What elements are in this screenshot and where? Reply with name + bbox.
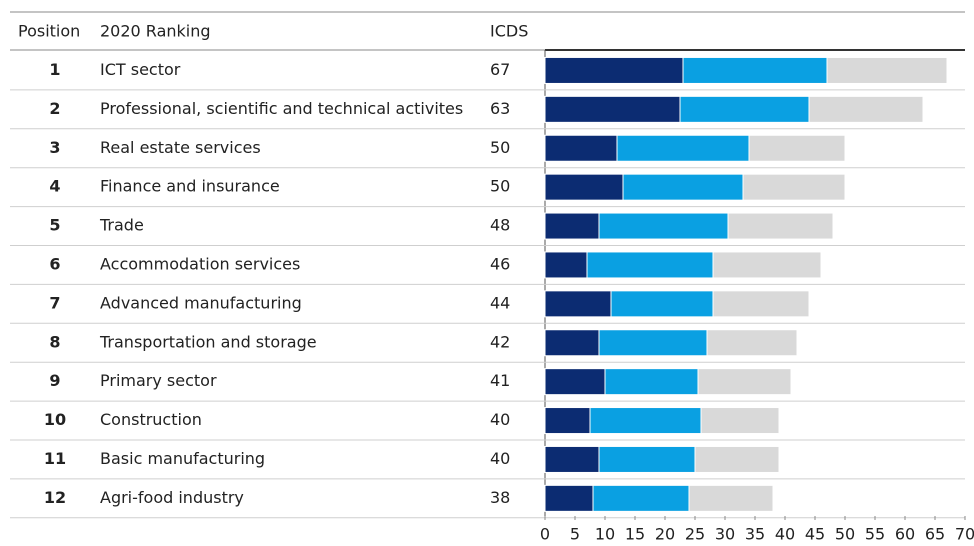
bar-segment (826, 56, 948, 84)
bar-segment (589, 407, 702, 435)
icds-value: 50 (490, 177, 510, 196)
position: 12 (44, 488, 66, 507)
x-tick-label: 10 (595, 525, 615, 544)
bar-segment (544, 368, 606, 396)
bar-segment (544, 95, 681, 123)
column-header: ICDS (490, 22, 528, 41)
icds-value: 46 (490, 254, 510, 273)
column-header: Position (18, 22, 80, 41)
category-label: Accommodation services (100, 254, 300, 273)
position: 11 (44, 449, 66, 468)
category-label: Real estate services (100, 138, 261, 157)
position: 2 (49, 99, 60, 118)
bar-segment (748, 134, 846, 162)
position: 6 (49, 254, 60, 273)
bar-segment (742, 173, 846, 201)
x-tick-label: 65 (925, 525, 945, 544)
bar-segment (598, 212, 729, 240)
icds-value: 41 (490, 371, 510, 390)
category-label: Agri-food industry (100, 488, 244, 507)
category-label: Transportation and storage (99, 332, 317, 351)
bar-segment (700, 407, 780, 435)
bar-segment (544, 56, 684, 84)
bar-segment (808, 95, 924, 123)
category-label: ICT sector (100, 60, 181, 79)
icds-value: 63 (490, 99, 510, 118)
icds-value: 40 (490, 410, 510, 429)
category-label: Trade (99, 216, 144, 235)
bar-segment (712, 251, 822, 279)
bar-segment (544, 445, 600, 473)
bar-segment (706, 329, 798, 357)
category-label: Advanced manufacturing (100, 293, 302, 312)
category-label: Basic manufacturing (100, 449, 265, 468)
bar-segment (688, 484, 774, 512)
icds-value: 38 (490, 488, 510, 507)
x-tick-label: 0 (540, 525, 550, 544)
position: 8 (49, 332, 60, 351)
position: 9 (49, 371, 60, 390)
bar-segment (712, 290, 810, 318)
bar-segment (679, 95, 810, 123)
bar-segment (592, 484, 690, 512)
category-label: Primary sector (100, 371, 217, 390)
icds-value: 44 (490, 293, 510, 312)
bar-segment (544, 251, 588, 279)
bar-segment (694, 445, 780, 473)
x-tick-label: 20 (655, 525, 675, 544)
bar-segment (598, 445, 696, 473)
icds-value: 40 (490, 449, 510, 468)
bar-segment (682, 56, 828, 84)
position: 5 (49, 216, 60, 235)
bar-segment (544, 484, 594, 512)
category-label: Construction (100, 410, 202, 429)
bar-segment (544, 407, 591, 435)
icds-value: 48 (490, 216, 510, 235)
bar-segment (616, 134, 750, 162)
column-header: 2020 Ranking (100, 22, 211, 41)
bar-segment (610, 290, 714, 318)
position: 10 (44, 410, 66, 429)
bar-segment (697, 368, 792, 396)
bar-segment (727, 212, 834, 240)
x-tick-label: 70 (955, 525, 974, 544)
position: 4 (49, 177, 60, 196)
x-tick-label: 50 (835, 525, 855, 544)
x-tick-label: 30 (715, 525, 735, 544)
icds-value: 67 (490, 60, 510, 79)
bar-segment (622, 173, 744, 201)
position: 3 (49, 138, 60, 157)
category-label: Finance and insurance (100, 177, 280, 196)
x-tick-label: 45 (805, 525, 825, 544)
icds-value: 42 (490, 332, 510, 351)
x-tick-label: 15 (625, 525, 645, 544)
x-tick-label: 60 (895, 525, 915, 544)
bar-segment (544, 212, 600, 240)
position: 1 (49, 60, 60, 79)
x-tick-label: 40 (775, 525, 795, 544)
bar-segment (544, 329, 600, 357)
bar-segment (544, 290, 612, 318)
bar-segment (544, 134, 618, 162)
x-tick-label: 35 (745, 525, 765, 544)
bar-segment (544, 173, 624, 201)
bar-segment (586, 251, 714, 279)
bar-segment (604, 368, 699, 396)
position: 7 (49, 293, 60, 312)
category-label: Professional, scientific and technical a… (100, 99, 463, 118)
bar-segment (598, 329, 708, 357)
icds-value: 50 (490, 138, 510, 157)
x-tick-label: 25 (685, 525, 705, 544)
x-tick-label: 55 (865, 525, 885, 544)
x-tick-label: 5 (570, 525, 580, 544)
